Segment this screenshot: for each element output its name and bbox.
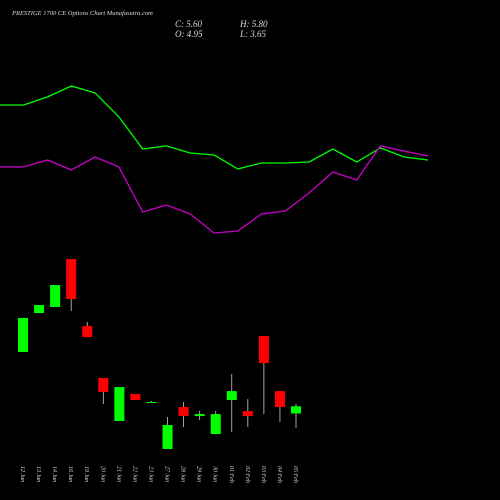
quote-low: L: 3.65: [239, 29, 267, 39]
candle-body: [130, 393, 141, 400]
x-tick-label: 04 Feb: [276, 466, 283, 483]
candle-body: [178, 407, 189, 417]
indicator-line: [0, 145, 429, 234]
quote-high: H: 5.80: [239, 19, 268, 29]
indicator-line: [0, 85, 429, 170]
candle-body: [242, 411, 253, 417]
x-tick-label: 16 Jan: [67, 466, 73, 482]
x-tick-label: 01 Feb: [228, 466, 234, 483]
candle-body: [226, 391, 237, 400]
candle-body: [114, 387, 125, 421]
x-tick-label: 21 Jan: [115, 466, 121, 482]
candle-body: [18, 317, 28, 352]
candle-body: [98, 378, 109, 392]
candle-body: [274, 391, 285, 408]
x-tick-label: 23 Jan: [147, 466, 153, 482]
candle-body: [194, 414, 205, 417]
chart-title: PRESTIGE 1700 CE Options Chart Munafasut…: [11, 10, 153, 17]
x-tick-label: 28 Jan: [180, 466, 186, 482]
x-tick-label: 30 Jan: [212, 465, 218, 482]
quote-close: C: 5.60: [175, 19, 203, 29]
candle-body: [34, 305, 45, 314]
x-tick-label: 29 Jan: [196, 466, 202, 482]
candle-body: [291, 406, 301, 414]
quote-open: O: 4.95: [175, 29, 203, 39]
x-tick-label: 03 Feb: [260, 466, 266, 483]
x-tick-label: 14 Jan: [51, 466, 58, 482]
x-tick-label: 19 Jan: [83, 466, 89, 482]
x-tick-label: 02 Feb: [244, 466, 250, 483]
candle-body: [146, 402, 157, 404]
candle-body: [66, 259, 77, 299]
candle-body: [50, 285, 61, 308]
x-tick-label: 27 Jan: [164, 466, 170, 482]
x-tick-label: 05 Feb: [292, 466, 298, 483]
candle-body: [258, 336, 269, 364]
candle-body: [210, 414, 221, 435]
candle-body: [82, 325, 93, 338]
candle-body: [162, 425, 173, 449]
x-tick-label: 12 Jan: [19, 466, 25, 482]
x-tick-label: 13 Jan: [35, 466, 41, 482]
x-tick-label: 22 Jan: [131, 466, 137, 482]
x-tick-label: 20 Jan: [99, 466, 105, 482]
